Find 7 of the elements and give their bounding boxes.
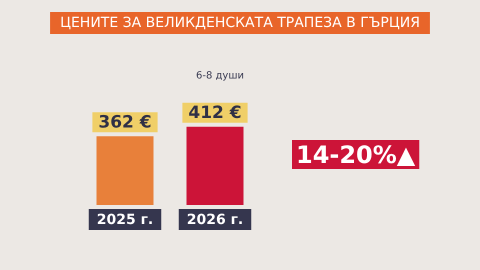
chart-title: ЦЕНИТЕ ЗА ВЕЛИКДЕНСКАТА ТРАПЕЗА В ГЪРЦИЯ <box>60 15 420 31</box>
text: 14-20%▲ <box>296 141 416 169</box>
chart-subtitle: 6-8 души <box>196 70 244 82</box>
x-tick-label: 2025 г. <box>96 212 154 228</box>
data-label: 362 € <box>98 112 152 133</box>
x-tick-label: 2026 г. <box>186 212 244 228</box>
data-label: 412 € <box>188 103 242 124</box>
